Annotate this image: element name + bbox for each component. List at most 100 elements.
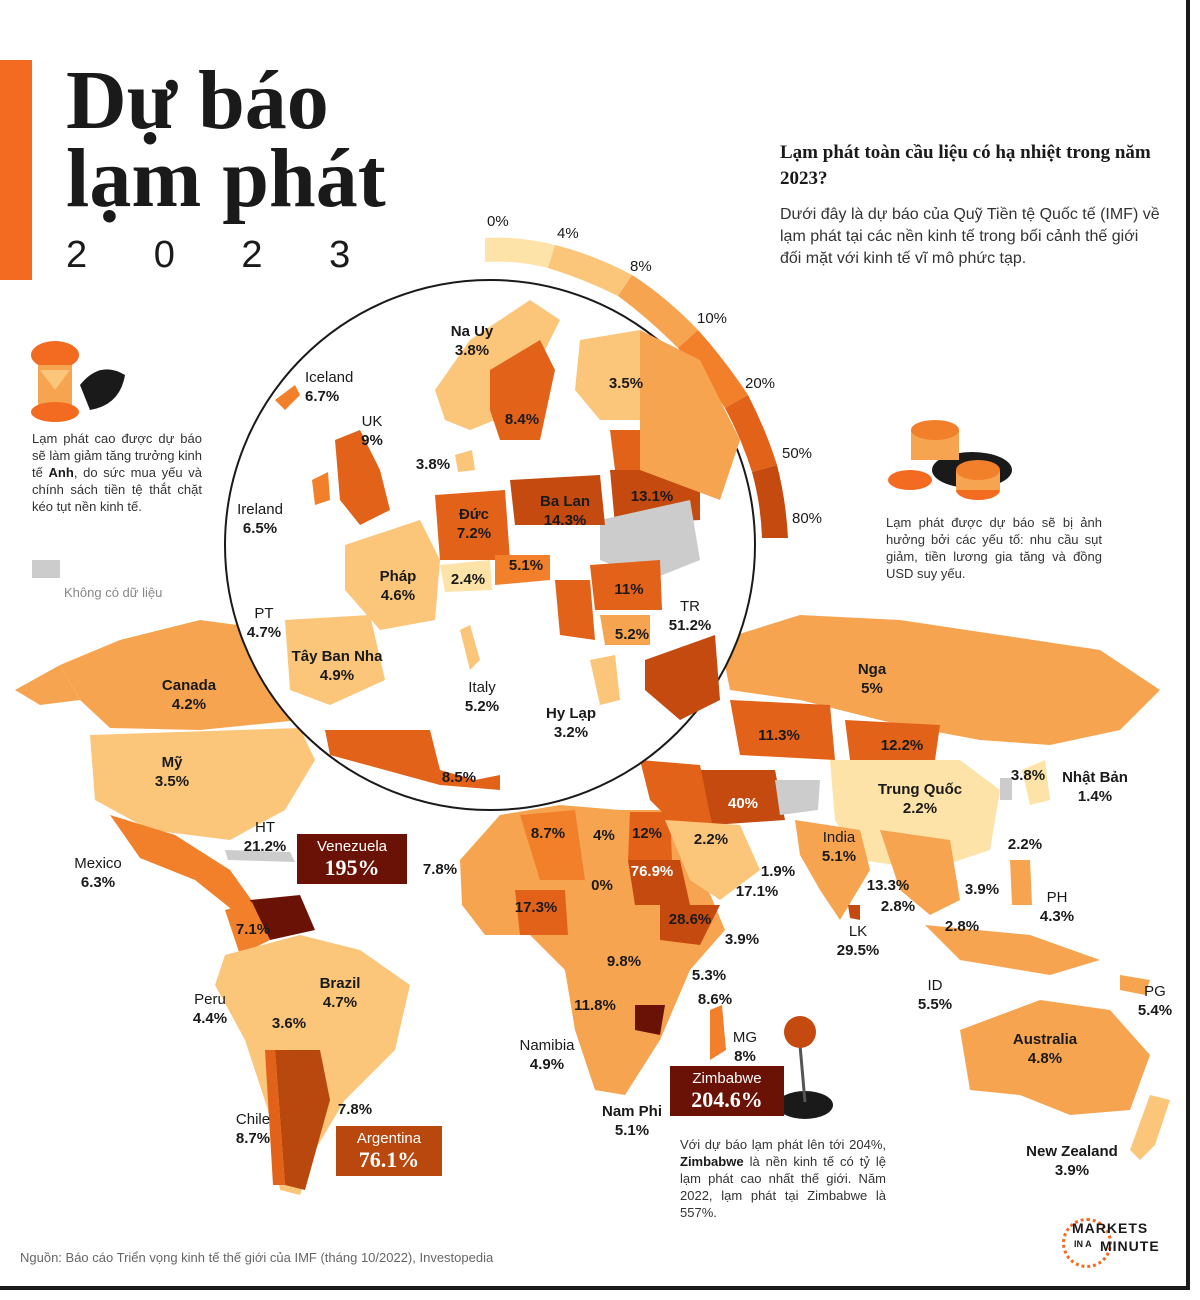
map-label-egypt: 12% <box>631 825 663 842</box>
map-label-usa: Mỹ 3.5% <box>154 754 190 790</box>
map-label-vietnam: 3.9% <box>964 881 1000 898</box>
map-label-denmark: 3.8% <box>415 456 451 473</box>
africa-map <box>460 805 726 1095</box>
map-label-kazakhstan: 11.3% <box>758 727 800 744</box>
title-line-2: lạm phát <box>66 132 386 225</box>
kazakhstan-shape <box>730 700 835 760</box>
belarus-grey-shape <box>600 500 700 580</box>
bulgaria-shape <box>600 615 650 645</box>
map-label-philippines: PH 4.3% <box>1039 889 1075 925</box>
germany-shape <box>435 490 510 560</box>
title-year: 2 0 2 3 <box>66 234 379 276</box>
pin-icon <box>777 1016 833 1119</box>
algeria-shape <box>520 810 585 880</box>
map-label-china: Trung Quốc 2.2% <box>877 781 963 817</box>
oceania-map <box>960 1000 1170 1160</box>
europe-inset <box>224 279 756 811</box>
logo-line-1: MARKETS <box>1072 1220 1149 1236</box>
scale-tick-4: 4% <box>557 225 579 242</box>
map-label-swiss: 2.4% <box>450 571 486 588</box>
scale-band-4 <box>678 330 748 408</box>
map-label-colombia: 7.1% <box>235 921 271 938</box>
argentina-shape <box>275 1050 330 1190</box>
hourglass-icon <box>31 341 125 422</box>
balkans-shape <box>555 580 595 640</box>
scale-tick-8: 8% <box>630 258 652 275</box>
map-label-peru: Peru 4.4% <box>192 991 228 1027</box>
map-label-iceland: Iceland 6.7% <box>305 369 354 405</box>
map-label-turkey: TR 51.2% <box>668 598 712 634</box>
madagascar-shape <box>710 1005 726 1060</box>
map-label-new-zealand: New Zealand 3.9% <box>1026 1143 1118 1179</box>
map-label-libya: 4% <box>593 827 615 844</box>
iberia-shape <box>285 615 385 705</box>
map-label-france: Pháp 4.6% <box>379 568 417 604</box>
philippines-shape <box>1010 860 1032 905</box>
scale-tick-0: 0% <box>487 213 509 230</box>
no-data-label: Không có dữ liệu <box>64 585 163 600</box>
map-label-uruguay: 7.8% <box>337 1101 373 1118</box>
france-shape <box>345 520 440 630</box>
uk-shape <box>335 430 390 525</box>
logo-in-a: IN A <box>1074 1239 1092 1249</box>
intro-heading: Lạm phát toàn cầu liệu có hạ nhiệt trong… <box>780 142 1151 189</box>
australia-shape <box>960 1000 1150 1115</box>
map-label-russia: Nga 5% <box>857 661 887 697</box>
scale-tick-10: 10% <box>697 310 728 327</box>
map-label-madagascar: MG 8% <box>732 1029 758 1065</box>
map-label-south-africa: Nam Phi 5.1% <box>601 1103 663 1139</box>
korea-shape <box>1000 778 1012 800</box>
scale-tick-80: 80% <box>792 510 823 527</box>
sweden-shape <box>490 340 555 440</box>
zimbabwe-shape <box>635 1005 665 1035</box>
map-label-bulgaria: 5.2% <box>614 626 650 643</box>
map-label-sri-lanka: LK 29.5% <box>836 923 880 959</box>
map-label-taiwan: 2.2% <box>1007 836 1043 853</box>
map-label-japan: Nhật Bản 1.4% <box>1062 769 1128 805</box>
north-africa-shape <box>325 730 500 790</box>
scale-band-6 <box>752 465 788 538</box>
map-label-north-africa-inset: 8.5% <box>441 769 477 786</box>
map-label-thailand: 2.8% <box>880 898 916 915</box>
swiss-shape <box>440 560 492 592</box>
poland-shape <box>510 475 605 525</box>
russia-shape <box>720 615 1160 745</box>
scale-band-1 <box>485 237 555 268</box>
india-shape <box>795 820 870 920</box>
map-label-yemen: 17.1% <box>735 883 779 900</box>
map-label-ethiopia: 28.6% <box>668 911 712 928</box>
scale-band-3 <box>618 275 698 348</box>
iran-shape <box>700 770 785 825</box>
color-scale <box>485 237 788 538</box>
map-label-tanzania: 5.3% <box>691 967 727 984</box>
map-label-finland: 3.5% <box>608 375 644 392</box>
title-line-1: Dự báo <box>66 54 329 147</box>
source-note: Nguồn: Báo cáo Triển vọng kinh tế thế gi… <box>20 1250 494 1265</box>
map-label-italy: Italy 5.2% <box>464 679 500 715</box>
iceland-shape <box>275 385 300 410</box>
venezuela-shape <box>250 895 315 940</box>
map-label-mexico: Mexico 6.3% <box>74 855 122 891</box>
map-label-chad: 0% <box>591 877 613 894</box>
map-label-nigeria: 17.3% <box>514 899 558 916</box>
title-block: Dự báo lạm phát 2 0 2 3 <box>66 54 386 277</box>
russia-europe-shape <box>640 330 740 500</box>
map-label-poland: Ba Lan 14.3% <box>539 493 591 529</box>
middle-east-shape <box>640 760 712 830</box>
map-label-portugal: PT 4.7% <box>246 605 282 641</box>
chile-shape <box>265 1050 285 1185</box>
factors-note: Lạm phát được dự báo sẽ bị ảnh hưởng bởi… <box>886 515 1102 581</box>
sri-lanka-shape <box>848 905 860 920</box>
intro-body: Dưới đây là dự báo của Quỹ Tiền tệ Quốc … <box>780 206 1160 267</box>
map-label-algeria: 8.7% <box>530 825 566 842</box>
denmark-shape <box>455 450 475 472</box>
egypt-shape <box>628 812 672 860</box>
logo-line-2: MINUTE <box>1100 1238 1160 1254</box>
usa-shape <box>90 728 315 840</box>
uk-note: Lạm phát cao được dự báo sẽ làm giảm tăn… <box>32 431 202 514</box>
map-label-korea: 3.8% <box>1010 767 1046 784</box>
indonesia-shape <box>925 925 1100 975</box>
